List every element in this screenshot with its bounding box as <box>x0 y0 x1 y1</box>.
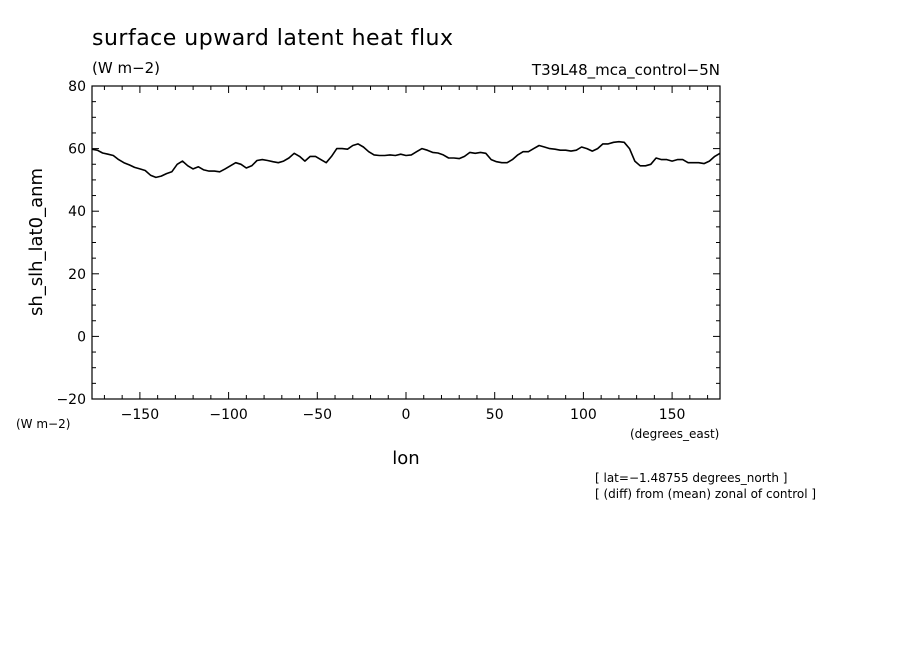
y-tick-label: 20 <box>68 267 86 283</box>
x-tick-label: −50 <box>303 407 333 423</box>
y-tick-label: 60 <box>68 142 86 158</box>
y-tick-label: 80 <box>68 79 86 95</box>
x-tick-labels: −150 −100 −50 0 50 100 150 <box>121 407 686 423</box>
x-tick-label: 100 <box>570 407 597 423</box>
y-tick-labels: −20 0 20 40 60 80 <box>56 79 86 408</box>
y-tick-label: −20 <box>56 392 86 408</box>
x-tick-label: 50 <box>486 407 504 423</box>
y-tick-label: 40 <box>68 204 86 220</box>
axis-ticks <box>92 85 720 400</box>
x-tick-label: −100 <box>209 407 247 423</box>
latitude-note: [ lat=−1.48755 degrees_north ] <box>595 471 787 485</box>
series-line <box>91 140 721 179</box>
chart-title: surface upward latent heat flux <box>92 26 454 51</box>
x-tick-label: 0 <box>402 407 411 423</box>
y-tick-label: 0 <box>77 329 86 345</box>
plot-frame <box>91 85 721 400</box>
y-axis-units: (W m−2) <box>16 417 70 431</box>
x-axis-units: (degrees_east) <box>630 427 719 441</box>
y-axis-label: sh_slh_lat0_anm <box>26 168 47 316</box>
x-axis-label: lon <box>392 448 419 469</box>
x-tick-label: 150 <box>659 407 686 423</box>
chart-units: (W m−2) <box>92 59 160 77</box>
diff-note: [ (diff) from (mean) zonal of control ] <box>595 487 816 501</box>
x-tick-label: −150 <box>121 407 159 423</box>
run-label: T39L48_mca_control−5N <box>531 61 720 80</box>
